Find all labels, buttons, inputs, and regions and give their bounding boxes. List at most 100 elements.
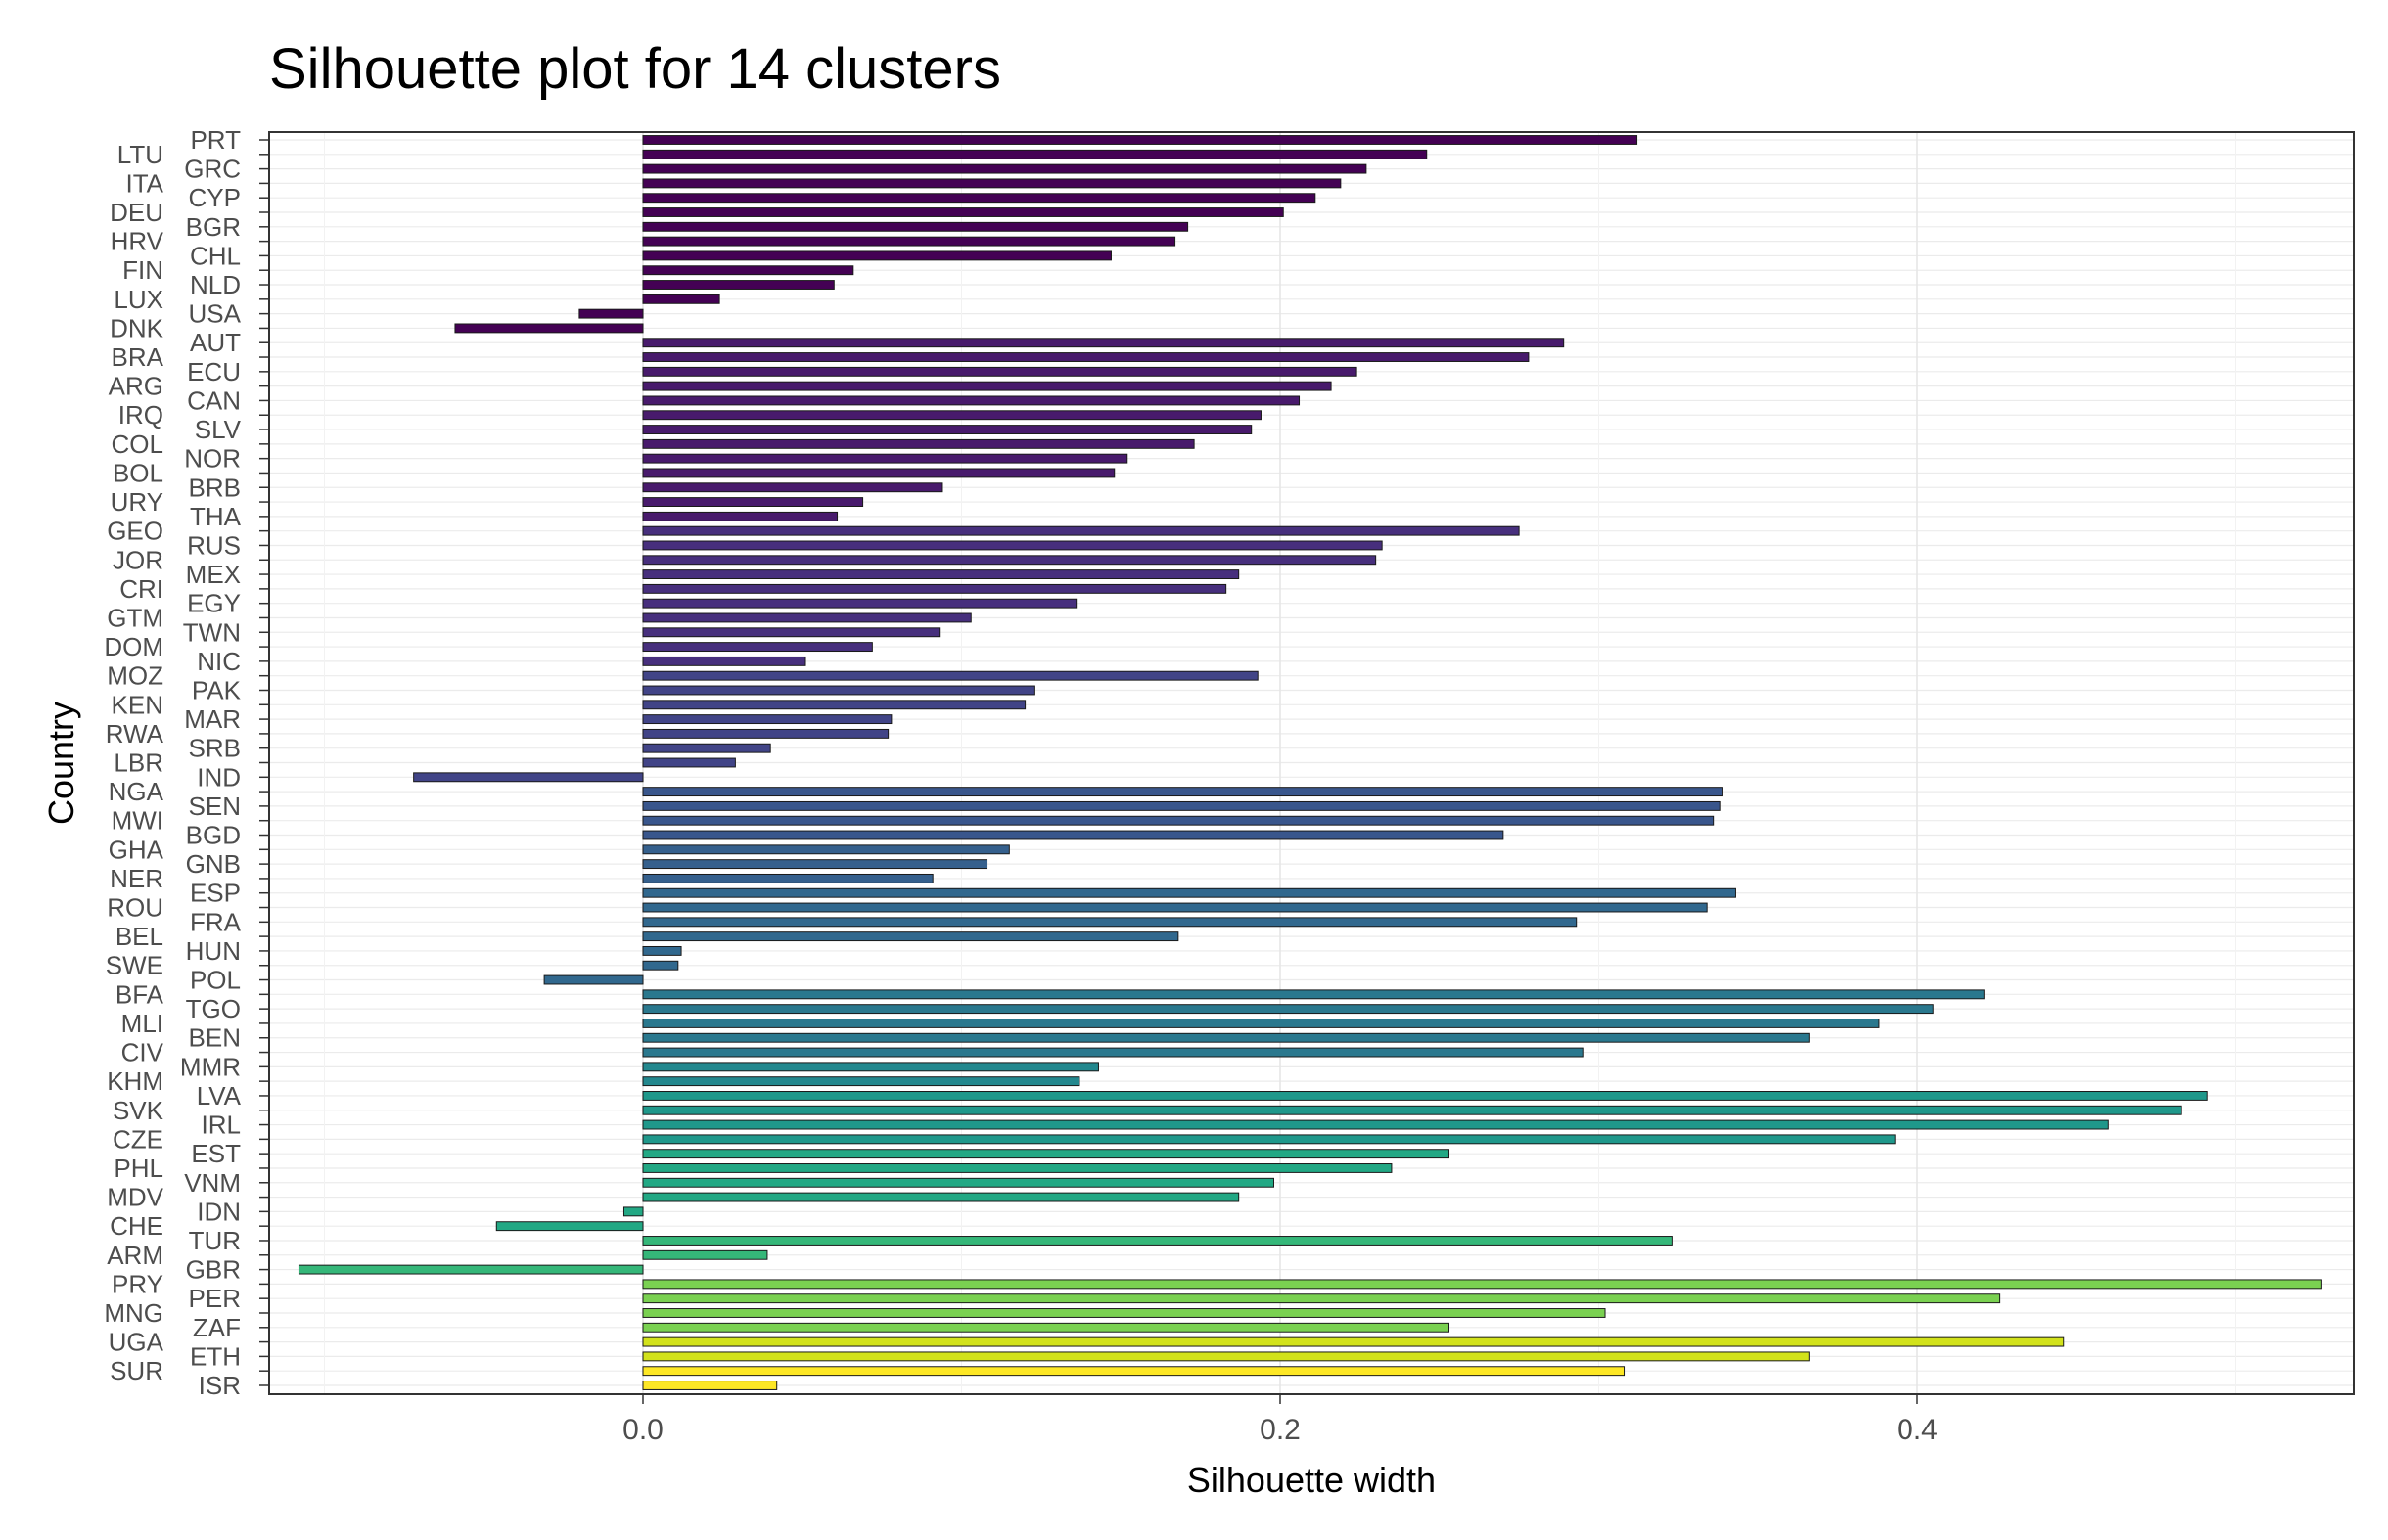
bar-egy [642, 598, 1078, 609]
y-tick-label-uga: UGA [109, 1328, 164, 1357]
bar-bel [642, 931, 1179, 942]
y-tick-label-can: CAN [187, 385, 241, 415]
y-tick-label-rou: ROU [107, 893, 163, 923]
bar-bol [642, 468, 1116, 478]
y-tick-label-pak: PAK [192, 675, 242, 704]
bar-deu [642, 207, 1284, 217]
x-axis-title: Silhouette width [1187, 1460, 1436, 1500]
y-tick-label-mex: MEX [186, 560, 241, 589]
bar-col [642, 438, 1195, 449]
y-tick-label-eth: ETH [190, 1341, 241, 1371]
bar-mdv [642, 1192, 1240, 1202]
y-tick-label-est: EST [191, 1139, 241, 1168]
y-tick-label-gha: GHA [109, 835, 164, 864]
y-tick-label-aut: AUT [190, 328, 241, 357]
bar-rou [642, 902, 1708, 913]
y-tick-label-nic: NIC [197, 647, 241, 676]
bar-tgo [642, 1004, 1934, 1015]
bar-chl [642, 250, 1112, 261]
bar-gtm [642, 612, 972, 623]
bar-twn [642, 627, 941, 638]
bar-ner [642, 873, 934, 883]
y-tick-label-grc: GRC [184, 155, 241, 184]
bar-tha [642, 511, 839, 521]
y-tick-label-nld: NLD [190, 270, 241, 299]
bar-sur [642, 1366, 1626, 1377]
y-tick-label-jor: JOR [113, 545, 163, 574]
bar-rus [642, 540, 1383, 551]
y-tick-label-geo: GEO [107, 517, 163, 546]
bar-arm [642, 1249, 768, 1260]
y-tick-label-mmr: MMR [180, 1052, 241, 1081]
bar-rwa [642, 728, 890, 739]
bar-fra [642, 917, 1578, 928]
bar-cyp [642, 193, 1316, 204]
bar-pak [642, 685, 1035, 696]
y-tick-label-twn: TWN [183, 617, 241, 647]
bar-mmr [642, 1062, 1099, 1072]
y-tick-label-ita: ITA [125, 168, 163, 198]
y-tick-label-civ: CIV [121, 1038, 164, 1067]
bar-mar [642, 714, 893, 725]
bar-slv [642, 425, 1253, 434]
y-tick-label-pry: PRY [112, 1269, 163, 1298]
bar-dom [642, 642, 873, 653]
x-tick-label: 0.2 [1260, 1414, 1301, 1446]
x-axis-ticks: 0.0 0.2 0.4 [622, 1394, 1938, 1446]
bar-esp [642, 887, 1736, 898]
y-tick-label-tha: THA [190, 502, 242, 531]
bar-irl [642, 1119, 2109, 1130]
y-tick-label-mng: MNG [104, 1298, 163, 1328]
bar-mng [642, 1308, 1606, 1318]
bar-lva [642, 1091, 2208, 1101]
bar-lbr [642, 757, 736, 768]
bar-pry [642, 1279, 2322, 1290]
y-tick-label-rus: RUS [187, 530, 241, 560]
bar-usa [578, 308, 644, 319]
bar-aut [642, 338, 1565, 348]
bar-ken [642, 700, 1027, 710]
y-tick-label-lux: LUX [114, 285, 163, 314]
bar-pol [543, 974, 644, 985]
y-tick-label-sur: SUR [110, 1356, 163, 1385]
y-tick-label-ury: URY [111, 487, 163, 517]
bar-irq [642, 410, 1262, 421]
y-tick-label-usa: USA [189, 299, 242, 329]
y-tick-label-nor: NOR [184, 444, 241, 474]
bar-fin [642, 265, 854, 276]
y-tick-label-esp: ESP [190, 879, 241, 908]
y-tick-label-bra: BRA [112, 342, 164, 372]
y-tick-label-lva: LVA [197, 1081, 242, 1110]
y-tick-label-arg: ARG [109, 372, 163, 401]
y-tick-label-cyp: CYP [189, 183, 241, 212]
y-tick-label-sen: SEN [189, 792, 241, 821]
bar-brb [642, 482, 943, 493]
y-tick-label-swe: SWE [106, 951, 163, 980]
bar-civ [642, 1047, 1584, 1058]
bar-idn [622, 1206, 644, 1217]
y-tick-label-moz: MOZ [107, 661, 163, 691]
bar-dnk [454, 323, 644, 334]
y-tick-label-slv: SLV [195, 415, 242, 444]
y-tick-label-per: PER [189, 1284, 241, 1313]
y-tick-label-mwi: MWI [112, 806, 163, 836]
bar-jor [642, 555, 1377, 566]
y-tick-label-brb: BRB [189, 473, 241, 502]
bar-mex [642, 569, 1240, 580]
y-tick-label-irq: IRQ [118, 400, 163, 430]
bar-geo [642, 525, 1520, 536]
bar-ita [642, 178, 1342, 189]
y-axis-title: Country [41, 702, 81, 825]
y-tick-label-ner: NER [110, 864, 163, 893]
y-tick-label-hrv: HRV [111, 227, 164, 256]
bar-sen [642, 800, 1721, 811]
y-tick-label-svk: SVK [113, 1096, 164, 1125]
y-tick-label-cze: CZE [113, 1124, 163, 1154]
y-tick-label-arm: ARM [107, 1241, 163, 1270]
y-tick-label-ind: IND [197, 762, 241, 792]
bar-isr [642, 1381, 778, 1390]
y-tick-label-gnb: GNB [186, 849, 241, 879]
bar-mli [642, 1019, 1880, 1028]
bar-can [642, 395, 1301, 406]
